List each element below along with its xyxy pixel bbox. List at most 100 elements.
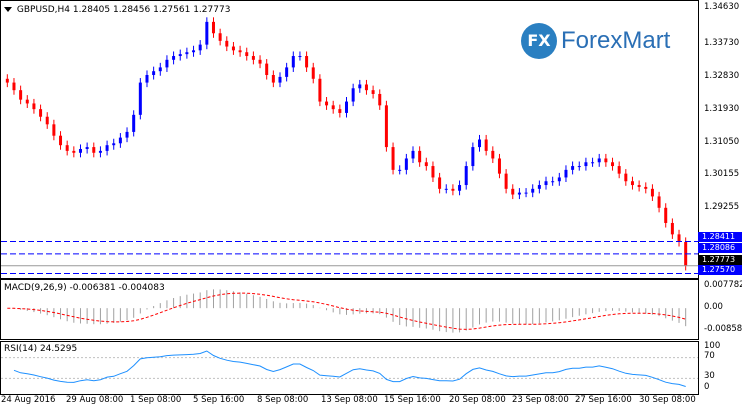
candle-body (551, 181, 555, 183)
macd-label: MACD(9,26,9) -0.006381 -0.004083 (4, 283, 165, 293)
macd-tick: 0.007782 (704, 280, 742, 290)
candle-body (617, 166, 621, 174)
candle-body (371, 90, 375, 94)
candle-body (92, 147, 96, 153)
candle-body (192, 50, 196, 53)
candle-body (345, 101, 348, 113)
time-tick: 20 Sep 08:00 (449, 395, 506, 405)
candle-body (165, 59, 169, 68)
candle-body (271, 74, 275, 83)
rsi-line (13, 350, 686, 387)
candle-body (32, 103, 36, 110)
candle-body (305, 56, 309, 68)
candle-body (670, 222, 674, 235)
chart-header: GBPUSD,H4 1.28405 1.28456 1.27561 1.2777… (4, 5, 230, 15)
candle-body (285, 67, 289, 77)
candle-body (637, 185, 641, 187)
price-tick: 1.30155 (704, 169, 740, 179)
candle-body (85, 147, 89, 149)
candle-body (172, 56, 176, 60)
candle-body (597, 158, 601, 163)
candle-body (12, 82, 16, 91)
rsi-label: RSI(14) 24.5295 (4, 344, 78, 354)
candle-body (458, 185, 462, 191)
candle-body (118, 137, 122, 144)
level-tag-1: 1.28411 (698, 232, 742, 242)
candle-body (185, 52, 189, 55)
macd-signal-line (7, 292, 686, 330)
candle-body (5, 78, 9, 83)
candle-body (132, 114, 136, 132)
candle-body (52, 124, 56, 136)
candle-body (45, 116, 49, 125)
candle-body (384, 105, 388, 148)
candle-body (25, 99, 29, 104)
time-tick: 27 Sep 16:00 (575, 395, 632, 405)
candle-body (19, 90, 23, 100)
price-tick: 1.31930 (704, 104, 740, 114)
candle-body (98, 150, 102, 153)
candle-body (245, 52, 249, 57)
candle-body (105, 145, 109, 151)
candle-body (591, 162, 595, 164)
candle-body (491, 150, 495, 159)
candle-body (398, 169, 402, 171)
time-tick: 5 Sep 16:00 (193, 395, 245, 405)
rsi-tick: 70 (704, 351, 715, 361)
candle-body (531, 188, 535, 193)
candle-body (325, 101, 329, 106)
candle-body (225, 40, 229, 47)
candle-body (211, 21, 215, 34)
price-chart-pane[interactable]: GBPUSD,H4 1.28405 1.28456 1.27561 1.2777… (0, 0, 699, 279)
candle-body (544, 181, 548, 186)
logo-badge: FX (521, 23, 557, 59)
candle-body (65, 145, 69, 151)
candle-body (378, 93, 382, 106)
time-axis: 24 Aug 2016 29 Aug 08:00 1 Sep 08:00 5 S… (0, 395, 697, 406)
dropdown-triangle-icon (4, 7, 12, 12)
candle-body (404, 158, 408, 170)
price-tick: 1.32830 (704, 71, 740, 81)
candle-body (238, 50, 242, 53)
close-value: 1.27773 (193, 5, 231, 15)
candle-body (650, 188, 654, 197)
candle-body (251, 56, 255, 60)
rsi-tick: 30 (704, 371, 715, 381)
candle-body (471, 147, 475, 167)
open-value: 1.28405 (72, 5, 111, 15)
macd-tick: 0.00 (704, 302, 723, 312)
logo-text: ForexMart (561, 27, 671, 54)
price-tick: 1.29255 (704, 202, 740, 212)
candle-body (112, 143, 116, 146)
rsi-pane[interactable]: RSI(14) 24.5295 (0, 341, 699, 395)
candle-body (78, 148, 82, 153)
candle-body (278, 76, 282, 83)
candle-body (584, 162, 588, 167)
candle-body (664, 207, 668, 223)
rsi-chart (1, 350, 698, 387)
time-tick: 30 Sep 08:00 (639, 395, 696, 405)
time-tick: 1 Sep 08:00 (130, 395, 182, 405)
candlestick-chart (1, 17, 698, 274)
candle-body (258, 59, 262, 64)
candle-body (351, 88, 355, 102)
time-tick: 8 Sep 08:00 (257, 395, 309, 405)
macd-pane[interactable]: MACD(9,26,9) -0.006381 -0.004083 (0, 279, 699, 340)
candle-body (464, 166, 468, 186)
candle-body (391, 147, 395, 170)
candle-body (571, 166, 575, 170)
candle-body (431, 166, 435, 178)
candle-body (557, 177, 561, 182)
candle-body (451, 188, 455, 191)
candle-body (311, 67, 315, 79)
candle-body (218, 33, 222, 41)
time-tick: 13 Sep 08:00 (321, 395, 378, 405)
low-value: 1.27561 (153, 5, 191, 15)
candle-body (438, 177, 442, 189)
candle-body (198, 44, 202, 51)
symbol-label: GBPUSD,H4 (16, 5, 71, 15)
candle-body (478, 139, 482, 148)
candle-body (497, 158, 501, 174)
candle-body (364, 84, 368, 91)
candle-body (424, 162, 428, 167)
